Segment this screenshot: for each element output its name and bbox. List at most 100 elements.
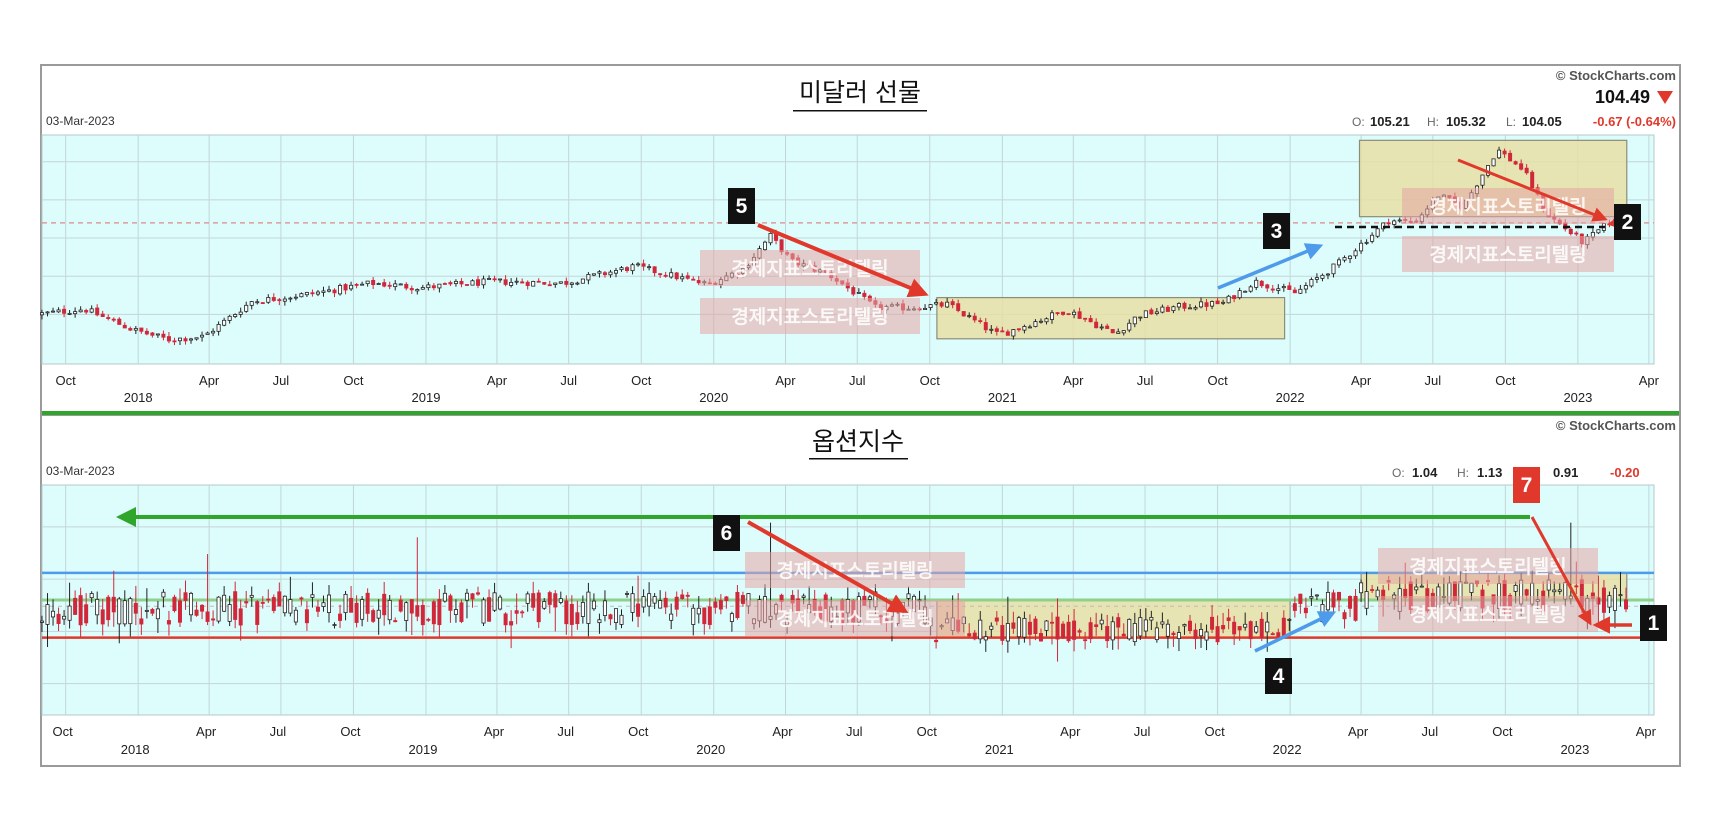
top-candle-body	[862, 292, 867, 297]
top-candle-body	[360, 283, 365, 286]
top-candle-body	[1232, 295, 1237, 300]
top-x-tick-label: Apr	[1351, 373, 1372, 388]
bottom-candle-body	[625, 593, 630, 595]
top-x-year-label: 2021	[988, 390, 1017, 405]
bottom-candle-body	[602, 600, 607, 616]
top-l-label: L:	[1506, 115, 1516, 129]
top-candle-body	[1337, 259, 1342, 266]
top-candle-body	[166, 336, 171, 342]
top-candle-body	[575, 282, 580, 285]
arrow-2-decline	[1457, 158, 1608, 222]
top-candle-body	[542, 282, 547, 285]
top-candle-body	[349, 284, 354, 290]
top-candle-body	[950, 301, 955, 306]
bottom-candle-body	[1513, 584, 1518, 592]
top-candle-body	[1221, 301, 1226, 304]
top-candle-body	[1215, 300, 1220, 305]
top-candle-body	[1055, 312, 1060, 315]
bottom-candle-body	[1005, 623, 1010, 642]
top-candle-body	[1110, 329, 1115, 334]
top-candle-body	[1353, 250, 1358, 257]
top-candle-body	[227, 315, 232, 321]
bottom-candle-body	[371, 610, 376, 622]
top-candle-body	[200, 334, 205, 338]
bottom-candle-body	[1121, 633, 1126, 637]
annotation-overlay: 경제지표스토리텔링경제지표스토리텔링경제지표스토리텔링경제지표스토리텔링경제지표…	[116, 158, 1667, 694]
bottom-candle-body	[1265, 621, 1270, 633]
bottom-candle-body	[597, 619, 602, 624]
bottom-candle-body	[40, 620, 45, 623]
bottom-candle-body	[51, 610, 56, 618]
bottom-candle-body	[1215, 626, 1220, 643]
bottom-candle-body	[150, 609, 155, 614]
badge-4-label: 4	[1273, 665, 1285, 688]
bottom-candle-body	[1193, 629, 1198, 640]
bottom-candle-body	[1331, 592, 1336, 608]
bottom-candle-body	[326, 594, 331, 613]
bottom-candle-body	[183, 592, 188, 601]
top-candle-body	[56, 309, 61, 313]
top-candle-body	[420, 287, 425, 290]
bottom-candle-body	[442, 592, 447, 602]
top-candle-body	[111, 318, 116, 321]
bottom-candle-body	[128, 598, 133, 625]
bottom-candle-body	[161, 591, 166, 598]
bottom-candle-body	[1303, 607, 1308, 614]
top-x-year-label: 2019	[412, 390, 441, 405]
top-candle-body	[133, 328, 138, 331]
top-l-value: 104.05	[1522, 114, 1562, 129]
top-candle-body	[1270, 288, 1275, 291]
top-candle-body	[211, 330, 216, 334]
bottom-candle-body	[365, 592, 370, 614]
bottom-candle-body	[321, 602, 326, 607]
bottom-candle-body	[1143, 619, 1148, 632]
top-x-year-label: 2020	[699, 390, 728, 405]
bottom-candle-body	[288, 599, 293, 614]
bottom-o-value: 1.04	[1412, 465, 1438, 480]
bottom-candle-body	[1210, 616, 1215, 630]
top-candle-body	[282, 298, 287, 302]
top-candle-body	[1342, 257, 1347, 261]
top-candle-body	[934, 302, 939, 305]
badge-1-label: 1	[1648, 612, 1660, 635]
top-candle-body	[155, 333, 160, 336]
bottom-candle-body	[663, 597, 668, 608]
top-candle-body	[481, 278, 486, 286]
bottom-candle-body	[1601, 587, 1606, 613]
bottom-candle-body	[45, 604, 50, 625]
watermark-top-3-bg	[1402, 188, 1614, 224]
bottom-x-tick-label: Oct	[917, 724, 938, 739]
bottom-candle-body	[233, 591, 238, 620]
top-candle-body	[194, 337, 199, 340]
bottom-candle-body	[1127, 618, 1132, 640]
top-candle-body	[1574, 232, 1579, 235]
top-candle-body	[1187, 307, 1192, 310]
top-candle-body	[520, 281, 525, 284]
bottom-candle-body	[707, 606, 712, 625]
bottom-candle-body	[84, 604, 89, 624]
bottom-candle-body	[531, 593, 536, 608]
top-candle-body	[271, 297, 276, 301]
bottom-candle-body	[437, 599, 442, 626]
watermark-bottom-3-bg	[1378, 548, 1598, 584]
bottom-candle-body	[978, 619, 983, 640]
top-candle-body	[260, 302, 265, 305]
badge-2-label: 2	[1622, 211, 1634, 234]
bottom-candle-body	[133, 602, 138, 614]
top-candle-body	[1176, 303, 1181, 308]
top-candle-body	[95, 307, 100, 316]
top-candle-body	[476, 279, 481, 286]
bottom-x-tick-label: Apr	[196, 724, 217, 739]
bottom-x-tick-label: Oct	[53, 724, 74, 739]
top-candle-body	[398, 283, 403, 286]
top-candle-body	[1480, 174, 1485, 186]
bottom-candle-body	[1187, 620, 1192, 632]
bottom-candle-body	[194, 609, 199, 616]
top-candle-body	[437, 283, 442, 289]
top-o-label: O:	[1352, 115, 1365, 129]
top-candle-body	[222, 319, 227, 326]
bottom-candle-body	[106, 596, 111, 621]
top-candle-body	[255, 301, 260, 304]
bottom-candle-body	[200, 604, 205, 612]
bottom-candle-body	[476, 592, 481, 595]
